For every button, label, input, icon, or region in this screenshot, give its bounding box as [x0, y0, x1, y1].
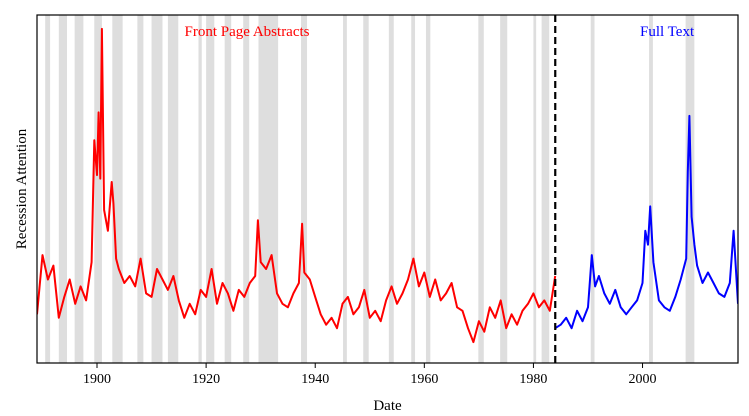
recession-band — [411, 15, 416, 363]
recession-bands — [45, 15, 695, 363]
recession-band — [243, 15, 250, 363]
front-page-abstracts-line — [37, 27, 557, 344]
y-axis-label: Recession Attention — [14, 128, 30, 249]
recession-band — [388, 15, 394, 363]
recession-band — [425, 15, 431, 363]
recession-band — [206, 15, 215, 363]
front-page-abstracts-label: Front Page Abstracts — [185, 24, 310, 40]
plot-frame — [36, 14, 739, 364]
recession-band — [363, 15, 369, 363]
recession-band — [151, 15, 163, 363]
recession-band — [137, 15, 144, 363]
x-tick-label: 1920 — [192, 372, 220, 387]
recession-band — [258, 15, 279, 363]
recession-band — [533, 15, 537, 363]
x-tick-label: 1960 — [410, 372, 438, 387]
x-axis-label: Date — [373, 398, 402, 414]
x-tick-label: 1940 — [301, 372, 329, 387]
recession-band — [224, 15, 232, 363]
series-lines — [37, 27, 738, 344]
recession-band — [45, 15, 51, 363]
recession-band — [112, 15, 123, 363]
recession-band — [590, 15, 595, 363]
recession-band — [167, 15, 179, 363]
x-tick-label: 1980 — [519, 372, 547, 387]
recession-band — [649, 15, 653, 363]
x-tick-label: 1900 — [83, 372, 111, 387]
recession-band — [94, 15, 102, 363]
recession-band — [74, 15, 84, 363]
annotations: Front Page Abstracts Full Text — [185, 24, 695, 40]
recession-band — [198, 15, 202, 363]
full-text-line — [554, 114, 738, 330]
full-text-label: Full Text — [640, 24, 695, 40]
x-axis-ticks: 1900 1920 1940 1960 1980 2000 — [83, 363, 657, 387]
recession-band — [541, 15, 550, 363]
recession-band — [301, 15, 308, 363]
recession-band — [478, 15, 484, 363]
recession-band — [500, 15, 508, 363]
x-tick-label: 2000 — [629, 372, 657, 387]
recession-band — [58, 15, 68, 363]
recession-band — [343, 15, 347, 363]
